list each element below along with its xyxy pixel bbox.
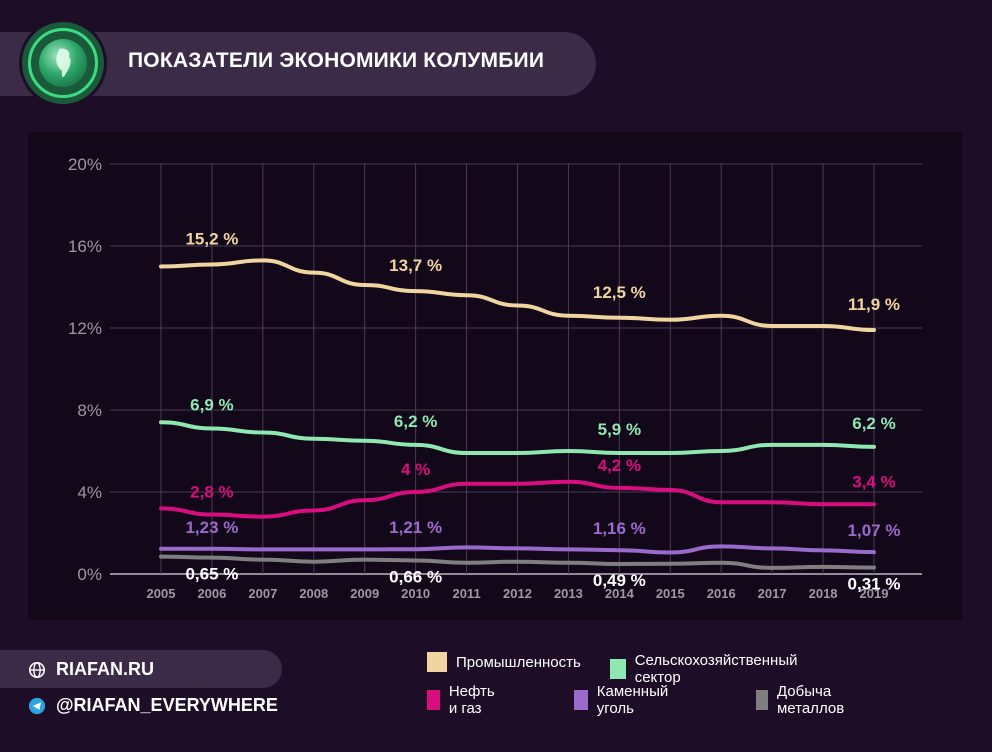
legend-item-agriculture: Сельскохозяйственный сектор bbox=[610, 652, 802, 686]
data-label: 12,5 % bbox=[593, 283, 646, 302]
data-label: 1,21 % bbox=[389, 518, 442, 537]
y-tick-label: 4% bbox=[77, 483, 102, 502]
data-label: 4 % bbox=[401, 460, 430, 479]
data-label: 6,2 % bbox=[394, 412, 437, 431]
globe-icon bbox=[28, 661, 46, 678]
x-tick-label: 2018 bbox=[809, 586, 838, 601]
data-label: 13,7 % bbox=[389, 256, 442, 275]
data-label: 4,2 % bbox=[598, 456, 641, 475]
telegram-link[interactable]: @RIAFAN_EVERYWHERE bbox=[56, 695, 278, 715]
x-tick-label: 2016 bbox=[707, 586, 736, 601]
y-tick-label: 20% bbox=[68, 155, 102, 174]
series-line-coal bbox=[159, 544, 876, 555]
data-label: 6,9 % bbox=[190, 395, 233, 414]
x-tick-label: 2005 bbox=[147, 586, 176, 601]
x-tick-label: 2017 bbox=[758, 586, 787, 601]
x-tick-label: 2011 bbox=[452, 586, 480, 601]
legend-swatch bbox=[610, 659, 626, 679]
chart-panel: 0% 4% 8% 12% 16% 20% 2005 2006 2007 2008 2009 2010 2… bbox=[28, 132, 962, 620]
website-row[interactable]: RIAFAN.RU bbox=[28, 659, 154, 680]
x-tick-label: 2008 bbox=[299, 586, 328, 601]
legend-label: Нефть и газ bbox=[448, 683, 495, 717]
data-label: 1,07 % bbox=[848, 521, 901, 540]
legend-label: Промышленность bbox=[456, 653, 581, 671]
data-label: 0,49 % bbox=[593, 571, 646, 590]
globe-logo-icon bbox=[22, 22, 104, 104]
telegram-row[interactable]: @RIAFAN_EVERYWHERE bbox=[28, 695, 278, 716]
x-tick-label: 2012 bbox=[503, 586, 532, 601]
x-tick-label: 2014 bbox=[605, 586, 635, 601]
page-title: ПОКАЗАТЕЛИ ЭКОНОМИКИ КОЛУМБИИ bbox=[128, 49, 545, 72]
x-tick-label: 2007 bbox=[248, 586, 277, 601]
legend-item-industry: Промышленность bbox=[427, 652, 581, 672]
legend-item-oil-gas: Нефть и газ bbox=[427, 683, 502, 717]
legend-label: Сельскохозяйственный сектор bbox=[634, 652, 798, 686]
data-label: 3,4 % bbox=[852, 472, 895, 491]
y-tick-label: 0% bbox=[77, 565, 102, 584]
x-tick-label: 2019 bbox=[860, 586, 889, 601]
data-label: 15,2 % bbox=[185, 229, 238, 248]
data-label: 6,2 % bbox=[852, 414, 895, 433]
legend-label: Добыча металлов bbox=[776, 683, 845, 717]
series-line-industry bbox=[159, 258, 876, 333]
series-line-metals bbox=[159, 554, 876, 570]
data-label: 1,16 % bbox=[593, 519, 646, 538]
legend-item-coal: Каменный уголь bbox=[574, 683, 674, 717]
x-tick-label: 2009 bbox=[350, 586, 379, 601]
series-line-agriculture bbox=[159, 420, 876, 456]
x-tick-label: 2013 bbox=[554, 586, 583, 601]
legend-swatch bbox=[427, 690, 440, 710]
line-chart: 0% 4% 8% 12% 16% 20% 2005 2006 2007 2008 2009 2010 2… bbox=[68, 155, 922, 601]
x-tick-label: 2010 bbox=[401, 586, 430, 601]
website-link[interactable]: RIAFAN.RU bbox=[56, 659, 154, 679]
data-label: 0,65 % bbox=[185, 565, 238, 584]
data-label: 2,8 % bbox=[190, 483, 233, 502]
data-label: 0,31 % bbox=[848, 575, 901, 594]
legend-swatch bbox=[427, 652, 447, 672]
telegram-icon bbox=[28, 697, 46, 714]
data-label: 5,9 % bbox=[598, 420, 641, 439]
legend-item-metals: Добыча металлов bbox=[756, 683, 852, 717]
y-tick-label: 16% bbox=[68, 237, 102, 256]
y-tick-label: 12% bbox=[68, 319, 102, 338]
y-tick-label: 8% bbox=[77, 401, 102, 420]
x-tick-label: 2006 bbox=[197, 586, 226, 601]
data-label: 0,66 % bbox=[389, 567, 442, 586]
legend-swatch bbox=[756, 690, 768, 710]
series-line-oil_gas bbox=[159, 479, 876, 519]
legend-label: Каменный уголь bbox=[596, 683, 669, 717]
footer-banner bbox=[0, 650, 282, 688]
x-tick-label: 2015 bbox=[656, 586, 685, 601]
data-label: 1,23 % bbox=[185, 518, 238, 537]
legend-swatch bbox=[574, 690, 588, 710]
data-label: 11,9 % bbox=[848, 295, 900, 314]
